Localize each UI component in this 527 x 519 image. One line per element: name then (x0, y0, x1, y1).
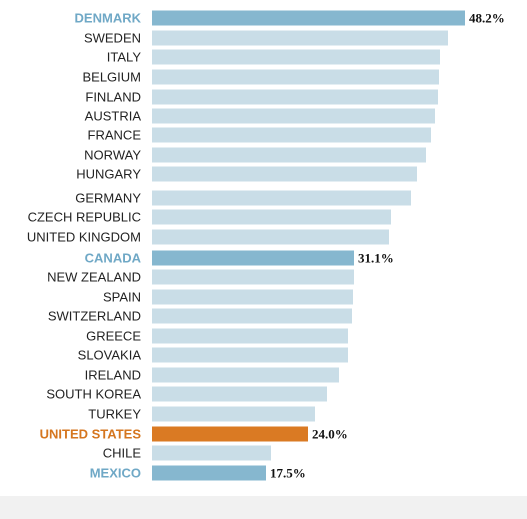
category-label-united-kingdom: UNITED KINGDOM (27, 230, 141, 245)
bar-ireland (152, 367, 339, 383)
category-label-denmark: DENMARK (75, 11, 142, 26)
value-labels-layer: 48.2% 31.1% 24.0% 17.5% (270, 11, 505, 481)
bar-united-kingdom (152, 229, 389, 245)
bar-mexico (152, 465, 266, 481)
category-labels-layer: DENMARK SWEDEN ITALY BELGIUM FINLAND AUSTRIA F… (27, 11, 142, 481)
bar-spain (152, 289, 353, 305)
value-label-united-states: 24.0% (312, 427, 348, 442)
category-label-ireland: IRELAND (85, 368, 141, 383)
bar-czech-republic (152, 209, 391, 225)
bar-germany (152, 190, 411, 206)
bar-hungary (152, 166, 417, 182)
bar-france (152, 127, 431, 143)
bar-slovakia (152, 347, 348, 363)
bar-finland (152, 89, 438, 105)
bar-chile (152, 445, 271, 461)
value-label-canada: 31.1% (358, 251, 394, 266)
bar-greece (152, 328, 348, 344)
category-label-finland: FINLAND (85, 90, 141, 105)
category-label-mexico: MEXICO (90, 466, 141, 481)
bar-new-zealand (152, 269, 354, 285)
category-label-sweden: SWEDEN (84, 31, 141, 46)
value-label-denmark: 48.2% (469, 11, 505, 26)
bar-denmark (152, 10, 465, 26)
bar-switzerland (152, 308, 352, 324)
bar-chart: DENMARK SWEDEN ITALY BELGIUM FINLAND AUSTRIA F… (27, 10, 505, 481)
category-label-belgium: BELGIUM (82, 70, 141, 85)
bar-italy (152, 49, 440, 65)
category-label-united-states: UNITED STATES (40, 427, 142, 442)
category-label-new-zealand: NEW ZEALAND (47, 270, 141, 285)
category-label-turkey: TURKEY (88, 407, 141, 422)
category-label-hungary: HUNGARY (76, 167, 141, 182)
category-label-chile: CHILE (103, 446, 142, 461)
category-label-norway: NORWAY (84, 148, 141, 163)
value-label-mexico: 17.5% (270, 466, 306, 481)
category-label-austria: AUSTRIA (85, 109, 142, 124)
bar-norway (152, 147, 426, 163)
category-label-germany: GERMANY (75, 191, 141, 206)
bar-sweden (152, 30, 448, 46)
bar-turkey (152, 406, 315, 422)
footer-band (0, 496, 527, 519)
category-label-spain: SPAIN (103, 290, 141, 305)
category-label-slovakia: SLOVAKIA (78, 348, 142, 363)
category-label-switzerland: SWITZERLAND (48, 309, 141, 324)
category-label-france: FRANCE (88, 128, 142, 143)
bar-united-states (152, 426, 308, 442)
category-label-italy: ITALY (107, 50, 142, 65)
bars-layer (152, 10, 465, 481)
bar-canada (152, 250, 354, 266)
chart-card: DENMARK SWEDEN ITALY BELGIUM FINLAND AUSTRIA F… (26, 10, 505, 481)
category-label-canada: CANADA (85, 251, 142, 266)
bar-austria (152, 108, 435, 124)
category-label-greece: GREECE (86, 329, 141, 344)
bar-south-korea (152, 386, 327, 402)
category-label-south-korea: SOUTH KOREA (46, 387, 141, 402)
bar-belgium (152, 69, 439, 85)
category-label-czech-republic: CZECH REPUBLIC (28, 210, 141, 225)
